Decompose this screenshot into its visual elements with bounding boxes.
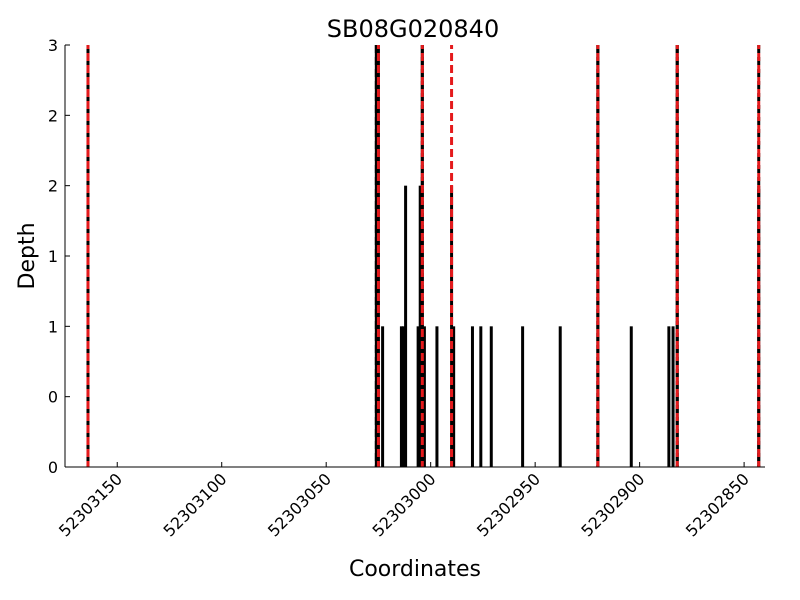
depth-bar <box>470 326 474 467</box>
y-tick-label: 0 <box>48 388 58 407</box>
depth-bar <box>418 185 422 468</box>
depth-bar <box>629 326 633 467</box>
depth-bar <box>450 185 454 468</box>
depth-bar <box>381 326 385 467</box>
depth-bar <box>521 326 525 467</box>
x-axis-label: Coordinates <box>349 557 481 582</box>
y-ticks-layer: 0 0 1 1 2 2 3 <box>48 36 70 477</box>
axes-layer <box>64 45 765 468</box>
depth-bar <box>416 326 420 467</box>
depth-bar <box>404 185 408 468</box>
depth-bar <box>435 326 439 467</box>
x-tick-label: 52302950 <box>473 469 544 540</box>
depth-bar <box>399 326 403 467</box>
depth-bar <box>402 326 406 467</box>
x-ticks-layer: 52303150 52303100 52303050 52303000 52302950… <box>55 462 753 540</box>
y-axis-label: Depth <box>15 222 40 289</box>
depth-bar <box>489 326 493 467</box>
x-tick-label: 52302900 <box>577 469 648 540</box>
y-tick-label: 0 <box>48 458 58 477</box>
plot-area: 0 0 1 1 2 2 3 52303150 52303100 52303050 52303000… <box>48 36 765 540</box>
y-tick-label: 1 <box>48 317 58 336</box>
y-tick-label: 2 <box>48 106 58 125</box>
depth-bar <box>422 326 426 467</box>
depth-bar <box>671 326 675 467</box>
x-tick-label: 52303000 <box>368 469 439 540</box>
x-tick-label: 52303100 <box>160 469 231 540</box>
y-tick-label: 1 <box>48 247 58 266</box>
guide-lines-layer <box>86 45 761 467</box>
y-tick-label: 2 <box>48 177 58 196</box>
depth-bar <box>558 326 562 467</box>
chart-title: SB08G020840 <box>327 15 499 43</box>
depth-bar <box>667 326 671 467</box>
x-tick-label: 52303150 <box>55 469 126 540</box>
depth-bar <box>479 326 483 467</box>
y-tick-label: 3 <box>48 36 58 55</box>
depth-bar <box>452 326 456 467</box>
x-tick-label: 52303050 <box>264 469 335 540</box>
depth-bar <box>376 45 380 467</box>
x-tick-label: 52302850 <box>682 469 753 540</box>
